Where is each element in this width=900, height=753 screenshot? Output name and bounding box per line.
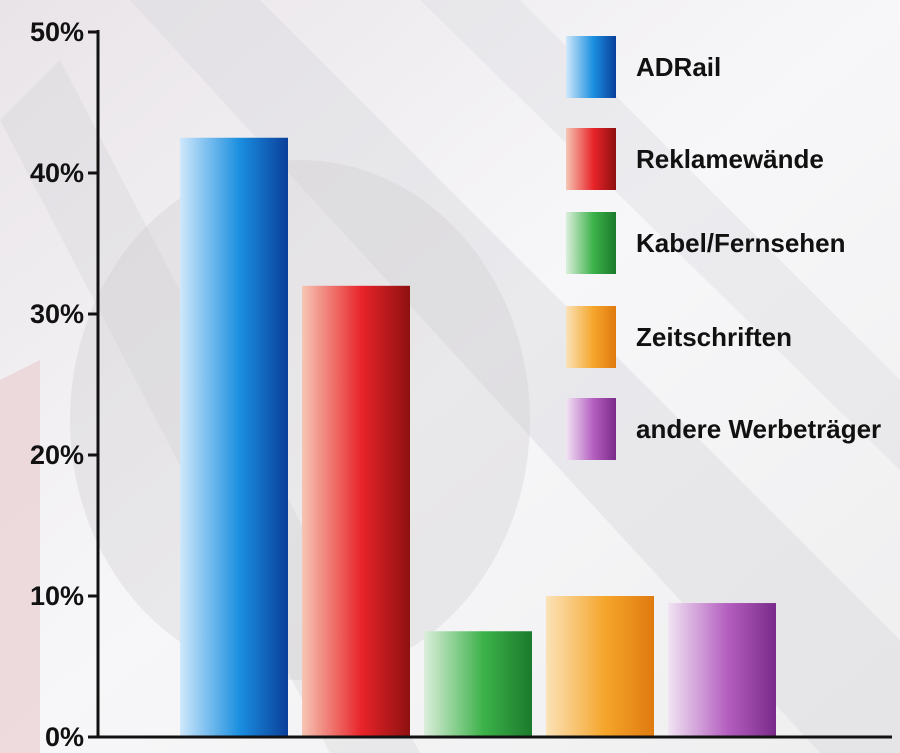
legend-label: Zeitschriften [636,322,792,352]
y-tick-label: 10% [30,581,84,611]
y-tick-label: 50% [30,17,84,47]
legend: ADRail Reklamewände Kabel/Fernsehen Zeitsch… [566,36,881,460]
y-ticks-group: 0% 10% 20% 30% 40% 50% [30,17,98,752]
legend-label: Reklamewände [636,144,824,174]
legend-label: Kabel/Fernsehen [636,228,846,258]
bar-reklamew-nde [302,285,410,737]
legend-swatch [566,128,616,190]
legend-swatch [566,36,616,98]
y-tick-label: 20% [30,440,84,470]
y-tick-label: 0% [45,722,84,752]
legend-swatch [566,212,616,274]
y-axis [96,30,892,739]
bar-andere-werbetr-ger [668,603,776,737]
bars-group [180,137,776,737]
legend-swatch [566,398,616,460]
legend-swatch [566,306,616,368]
y-tick-label: 30% [30,299,84,329]
legend-label: andere Werbeträger [636,414,881,444]
y-tick-label: 40% [30,158,84,188]
legend-label: ADRail [636,52,721,82]
bar-zeitschriften [546,596,654,737]
bar-adrail [180,137,288,737]
bar-kabel-fernsehen [424,631,532,737]
